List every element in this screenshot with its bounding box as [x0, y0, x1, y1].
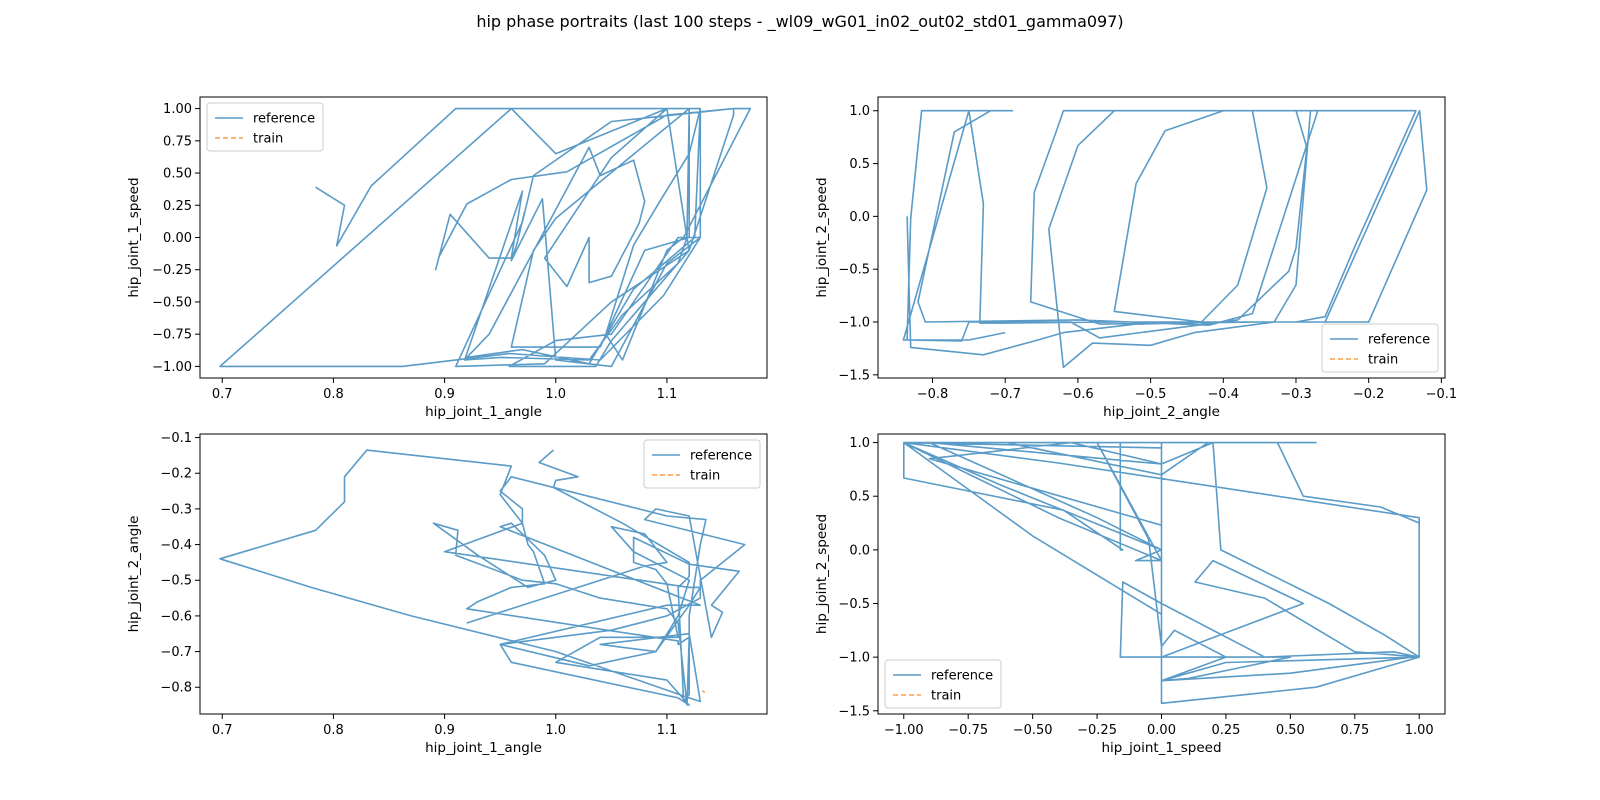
legend-label-train: train: [931, 689, 961, 704]
x-tick-label: 0.7: [212, 387, 233, 402]
series-line-reference: [219, 107, 752, 368]
x-tick-label: 0.7: [212, 723, 233, 738]
series-line-reference: [902, 109, 1428, 369]
y-tick-label: −0.3: [160, 502, 192, 517]
legend-label-reference: reference: [253, 112, 315, 127]
x-tick-label: 0.00: [1147, 723, 1176, 738]
figure-title: hip phase portraits (last 100 steps - _w…: [476, 12, 1124, 31]
legend: reference train: [884, 659, 1002, 709]
series-line-reference: [219, 449, 746, 706]
x-tick-label: 1.0: [545, 387, 566, 402]
y-tick-label: −1.0: [838, 651, 870, 666]
x-tick-label: −0.7: [989, 387, 1021, 402]
y-tick-label: −1.00: [152, 360, 192, 375]
y-tick-label: 1.0: [849, 104, 870, 119]
axes-frame: [199, 433, 768, 715]
y-tick-label: 0.5: [849, 157, 870, 172]
x-tick-label: 0.25: [1211, 723, 1240, 738]
series-line-train: [701, 689, 706, 694]
legend-label-reference: reference: [690, 449, 752, 464]
x-tick-label: −0.50: [1013, 723, 1053, 738]
y-axis-label: hip_joint_2_speed: [814, 514, 830, 634]
legend: reference train: [643, 439, 761, 489]
x-axis-label: hip_joint_2_angle: [1103, 404, 1220, 420]
x-tick-label: 1.1: [657, 387, 678, 402]
y-tick-label: 1.0: [849, 436, 870, 451]
x-tick-label: 0.9: [434, 723, 455, 738]
legend: reference train: [206, 102, 324, 152]
series-line-reference: [903, 441, 1420, 705]
y-axis-label: hip_joint_2_speed: [814, 177, 830, 297]
x-tick-label: −0.6: [1062, 387, 1094, 402]
y-tick-label: −0.50: [152, 295, 192, 310]
y-axis-label: hip_joint_1_speed: [126, 177, 142, 297]
x-tick-label: −0.4: [1207, 387, 1239, 402]
y-tick-label: −0.75: [152, 328, 192, 343]
legend-label-reference: reference: [1368, 333, 1430, 348]
x-tick-label: −1.00: [884, 723, 924, 738]
y-axis-label: hip_joint_2_angle: [126, 516, 142, 633]
x-tick-label: 0.9: [434, 387, 455, 402]
y-tick-label: −0.7: [160, 645, 192, 660]
legend-label-train: train: [690, 469, 720, 484]
y-tick-label: 0.0: [849, 210, 870, 225]
subplot-hip1-angle-vs-hip2-angle: 0.7 0.8 0.9 1.0 1.1 −0.8 −0.7 −0.6 −0.5 −0.4 −0.3 −…: [126, 431, 768, 756]
x-tick-label: 1.0: [545, 723, 566, 738]
y-tick-label: −0.6: [160, 609, 192, 624]
x-tick-label: 1.00: [1405, 723, 1434, 738]
x-tick-label: −0.25: [1077, 723, 1117, 738]
x-tick-label: −0.75: [948, 723, 988, 738]
x-tick-label: −0.2: [1353, 387, 1385, 402]
x-axis-label: hip_joint_1_angle: [425, 404, 542, 420]
x-tick-label: 0.8: [323, 387, 344, 402]
x-tick-label: −0.8: [917, 387, 949, 402]
subplot-hip2-angle-vs-speed: −0.8 −0.7 −0.6 −0.5 −0.4 −0.3 −0.2 −0.1 −1.5 −1.0…: [814, 96, 1458, 420]
x-axis-label: hip_joint_1_speed: [1101, 740, 1221, 756]
y-tick-label: 1.00: [163, 102, 192, 117]
x-tick-label: 0.75: [1340, 723, 1369, 738]
legend-label-train: train: [1368, 353, 1398, 368]
y-tick-label: −1.5: [838, 704, 870, 719]
y-tick-label: −0.4: [160, 538, 192, 553]
x-tick-label: −0.3: [1280, 387, 1312, 402]
y-tick-label: −0.8: [160, 681, 192, 696]
y-tick-label: −0.5: [838, 597, 870, 612]
legend: reference train: [1321, 323, 1439, 373]
legend-label-train: train: [253, 132, 283, 147]
y-tick-label: −0.25: [152, 263, 192, 278]
subplot-hip1-speed-vs-hip2-speed: −1.00 −0.75 −0.50 −0.25 0.00 0.25 0.50 0.75 1.00…: [814, 433, 1446, 756]
y-tick-label: −0.2: [160, 467, 192, 482]
y-tick-label: −0.1: [160, 431, 192, 446]
y-tick-label: −1.0: [838, 316, 870, 331]
y-tick-label: −1.5: [838, 368, 870, 383]
y-tick-label: −0.5: [160, 574, 192, 589]
x-tick-label: −0.1: [1426, 387, 1458, 402]
y-tick-label: 0.5: [849, 490, 870, 505]
legend-label-reference: reference: [931, 669, 993, 684]
x-tick-label: 0.50: [1276, 723, 1305, 738]
y-tick-label: 0.75: [163, 134, 192, 149]
subplot-hip1-angle-vs-speed: 0.7 0.8 0.9 1.0 1.1 −1.00 −0.75 −0.50 −0.25 0.00 0…: [126, 96, 768, 420]
y-tick-label: 0.25: [163, 199, 192, 214]
y-tick-label: 0.00: [163, 231, 192, 246]
axes-frame: [877, 96, 1446, 379]
y-tick-label: 0.0: [849, 543, 870, 558]
x-tick-label: 1.1: [657, 723, 678, 738]
x-tick-label: −0.5: [1135, 387, 1167, 402]
y-tick-label: −0.5: [838, 263, 870, 278]
x-tick-label: 0.8: [323, 723, 344, 738]
y-tick-label: 0.50: [163, 167, 192, 182]
x-axis-label: hip_joint_1_angle: [425, 740, 542, 756]
